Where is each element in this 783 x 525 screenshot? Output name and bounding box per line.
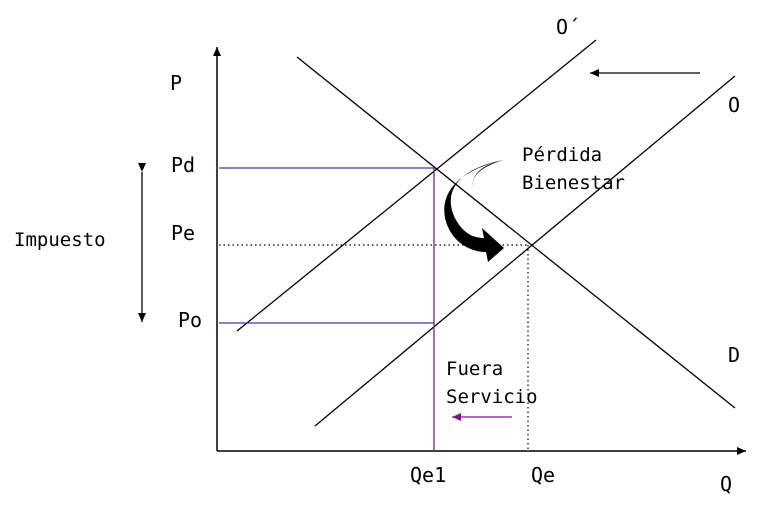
supply-label: O: [728, 93, 740, 117]
curved-arrow-icon: [444, 160, 504, 262]
supply-line: [315, 76, 735, 426]
pd-label: Pd: [171, 153, 195, 177]
pe-label: Pe: [171, 221, 195, 245]
supply-shifted-label: O´: [556, 15, 580, 39]
demand-label: D: [728, 343, 740, 367]
demand-line: [297, 57, 735, 408]
welfare-loss-label-line1: Pérdida: [522, 144, 602, 166]
welfare-loss-label-line2: Bienestar: [522, 172, 625, 194]
qe1-label: Qe1: [410, 463, 446, 487]
tax-label: Impuesto: [14, 229, 106, 251]
po-label: Po: [178, 308, 202, 332]
out-of-service-label-line2: Servicio: [446, 386, 538, 408]
y-axis-label: P: [170, 71, 182, 95]
x-axis-label: Q: [720, 472, 732, 496]
out-of-service-label-line1: Fuera: [446, 358, 503, 380]
qe-label: Qe: [531, 463, 555, 487]
